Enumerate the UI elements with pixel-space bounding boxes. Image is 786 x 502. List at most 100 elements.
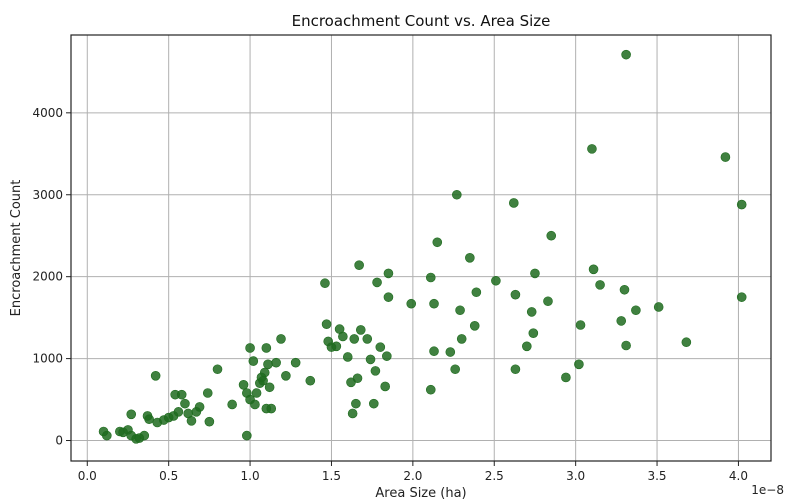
data-point [383, 268, 394, 279]
data-point [588, 264, 599, 275]
data-point [202, 388, 213, 398]
x-tick-label: 3.0 [566, 469, 585, 483]
data-point [587, 144, 597, 154]
data-point [261, 343, 272, 353]
x-tick-label: 3.5 [647, 469, 666, 483]
x-axis-offset-label: 1e−8 [751, 483, 784, 497]
data-point [305, 375, 316, 386]
data-point [619, 284, 630, 295]
data-point [653, 302, 664, 312]
data-point [406, 298, 417, 309]
data-point [546, 230, 557, 241]
data-point [338, 331, 348, 342]
data-point [102, 430, 112, 441]
data-point [139, 430, 150, 441]
data-point [126, 409, 137, 420]
data-point [469, 321, 480, 331]
data-point [264, 382, 275, 393]
data-point [456, 334, 467, 344]
data-point [425, 384, 436, 395]
data-point [471, 287, 482, 298]
data-point [173, 407, 184, 417]
data-point [204, 416, 215, 427]
x-tick-label: 0.5 [159, 469, 178, 483]
data-point [331, 341, 342, 352]
data-point [321, 319, 332, 329]
data-point [383, 292, 394, 302]
data-point [429, 298, 439, 309]
x-tick-label: 4.0 [729, 469, 748, 483]
data-point [465, 253, 475, 263]
data-point [491, 275, 501, 286]
y-axis-label: Encroachment Count [9, 180, 24, 317]
data-point [631, 305, 641, 316]
x-tick-label: 1.5 [322, 469, 341, 483]
data-point [508, 198, 519, 208]
data-point [365, 354, 376, 365]
data-point [352, 373, 363, 384]
data-point [380, 381, 390, 392]
x-tick-label: 2.5 [485, 469, 504, 483]
data-point [370, 366, 381, 376]
data-point [574, 359, 584, 370]
data-point [342, 352, 353, 362]
data-point [530, 268, 540, 279]
data-point [575, 320, 586, 330]
data-point [526, 307, 537, 317]
data-point [450, 364, 460, 375]
data-point [510, 289, 521, 300]
x-tick-label: 0.0 [78, 469, 97, 483]
data-point [250, 399, 260, 410]
x-axis-label: Area Size (ha) [375, 486, 466, 501]
data-point [543, 296, 553, 307]
data-point [736, 199, 747, 210]
y-tick-label: 4000 [32, 106, 63, 120]
data-point [455, 305, 465, 316]
data-point [616, 316, 627, 326]
data-point [245, 343, 255, 353]
data-point [180, 398, 190, 409]
x-tick-label: 1.0 [241, 469, 260, 483]
data-point [290, 357, 301, 368]
data-point [522, 341, 532, 352]
data-point [681, 337, 692, 348]
data-points [98, 49, 747, 444]
data-point [368, 398, 379, 409]
chart-title: Encroachment Count vs. Area Size [292, 12, 551, 30]
data-point [351, 398, 361, 409]
data-point [281, 370, 291, 381]
data-point [354, 260, 364, 271]
data-point [238, 380, 249, 390]
data-point [251, 388, 262, 398]
data-point [736, 292, 747, 302]
data-point [621, 340, 631, 351]
data-point [362, 334, 373, 344]
data-point [194, 402, 205, 412]
data-point [276, 334, 286, 344]
y-tick-label: 1000 [32, 352, 63, 366]
data-point [595, 280, 605, 290]
data-point [372, 277, 382, 288]
x-axis-ticks: 0.0 0.5 1.0 1.5 2.0 2.5 3.0 3.5 4.0 [78, 461, 748, 483]
y-tick-label: 0 [55, 434, 63, 448]
data-point [263, 359, 273, 370]
data-point [144, 414, 154, 425]
data-point [227, 399, 237, 410]
data-point [429, 346, 439, 357]
data-point [432, 237, 443, 248]
data-point [176, 389, 187, 400]
data-point [452, 189, 462, 200]
data-point [528, 328, 539, 339]
data-point [212, 364, 223, 375]
data-point [720, 152, 731, 162]
data-point [510, 364, 521, 375]
data-point [320, 278, 330, 289]
data-point [382, 351, 392, 361]
data-point [425, 272, 436, 283]
data-point [186, 416, 197, 426]
x-tick-label: 2.0 [403, 469, 422, 483]
plot-frame [70, 34, 772, 462]
data-point [150, 370, 161, 381]
data-point [349, 334, 360, 344]
